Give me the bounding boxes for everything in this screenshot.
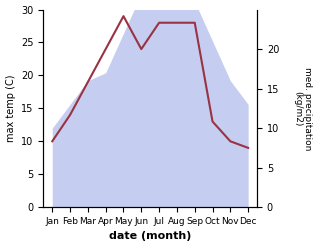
X-axis label: date (month): date (month) xyxy=(109,231,191,242)
Y-axis label: max temp (C): max temp (C) xyxy=(5,75,16,142)
Y-axis label: med. precipitation
(kg/m2): med. precipitation (kg/m2) xyxy=(293,67,313,150)
